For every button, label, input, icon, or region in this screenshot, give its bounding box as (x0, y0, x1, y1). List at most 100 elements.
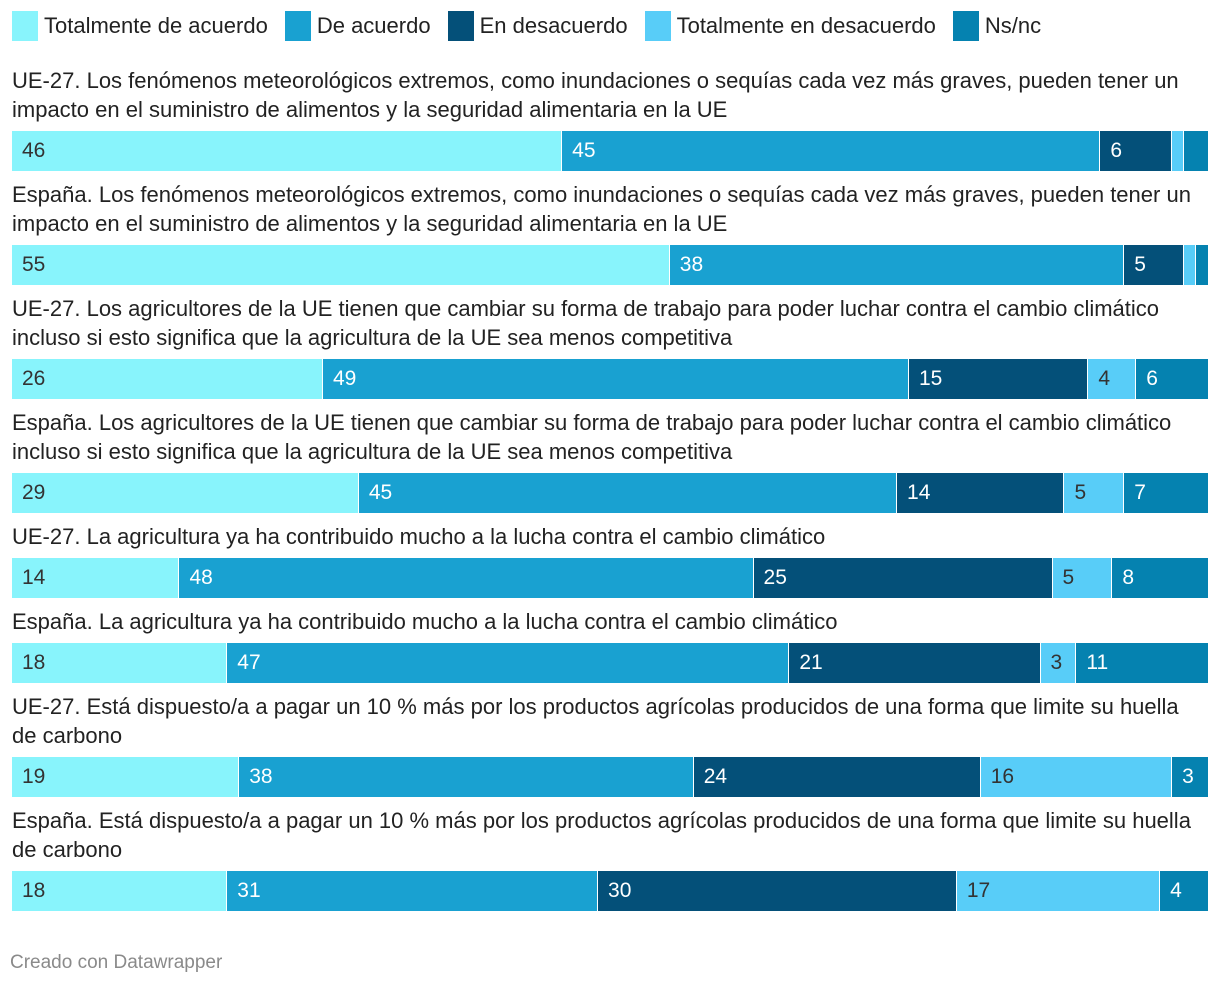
data-label: 21 (799, 651, 823, 674)
data-label: 48 (189, 566, 213, 589)
bar-segment: 31 (227, 871, 599, 911)
bar-segment: 38 (239, 757, 694, 797)
stacked-bar: 19 38 24 16 3 (12, 757, 1208, 797)
data-label: 17 (966, 879, 991, 902)
chart-row: UE-27. Los agricultores de la UE tienen … (12, 294, 1208, 399)
category-label: UE-27. Los agricultores de la UE tienen … (12, 296, 1160, 350)
bar-segment: 5 (1064, 473, 1125, 513)
data-label: 4 (1170, 879, 1182, 902)
bar-segment: 4 (1088, 359, 1137, 399)
stacked-bar: 14 48 25 5 8 (12, 558, 1208, 598)
stacked-bar-chart: UE-27. Los fenómenos meteorológicos extr… (12, 66, 1208, 920)
stacked-bar: 55 38 5 (12, 245, 1208, 285)
bar-segment: 24 (693, 757, 981, 797)
legend-swatch (12, 11, 38, 41)
bar-segment: 7 (1124, 473, 1208, 513)
data-label: 49 (332, 367, 357, 390)
chart-row: UE-27. La agricultura ya ha contribuido … (12, 522, 1208, 598)
bar-segment: 38 (669, 245, 1125, 285)
data-label: 8 (1122, 566, 1134, 589)
data-label: 4 (1098, 367, 1111, 390)
bar-segment: 30 (598, 871, 957, 911)
bar-segment: 45 (358, 473, 898, 513)
legend-item: Ns/nc (952, 11, 1042, 41)
chart-row: España. Los fenómenos meteorológicos ext… (12, 180, 1208, 285)
datawrapper-credit: Creado con Datawrapper (10, 952, 223, 973)
legend-swatch (447, 11, 474, 41)
bar-segment: 5 (1052, 558, 1113, 598)
legend-swatch (284, 11, 311, 41)
bar-segment: 18 (12, 643, 228, 683)
bar-segment: 26 (12, 359, 323, 399)
data-label: 30 (608, 879, 632, 902)
bar-segment: 48 (179, 558, 754, 598)
data-label: 25 (763, 566, 787, 589)
bar-segment: 6 (1136, 359, 1208, 399)
data-label: 5 (1062, 566, 1075, 589)
bar-segment: 11 (1076, 643, 1208, 683)
category-label: España. Los agricultores de la UE tienen… (12, 410, 1172, 464)
category-label: España. La agricultura ya ha contribuido… (12, 609, 838, 634)
data-label: 24 (703, 765, 728, 788)
chart-row: España. Está dispuesto/a a pagar un 10 %… (12, 806, 1208, 911)
bar-segment: 14 (12, 558, 180, 598)
bar-segment: 55 (12, 245, 670, 285)
legend-label: Totalmente en desacuerdo (676, 13, 936, 38)
data-label: 6 (1146, 367, 1158, 390)
chart-row: UE-27. Los fenómenos meteorológicos extr… (12, 66, 1208, 171)
data-label: 14 (907, 481, 931, 504)
chart-row: UE-27. Está dispuesto/a a pagar un 10 % … (12, 692, 1208, 797)
data-label: 29 (22, 481, 46, 504)
bar-segment (1184, 245, 1197, 285)
data-label: 38 (249, 765, 273, 788)
bar-segment: 49 (322, 359, 909, 399)
data-label: 45 (368, 481, 393, 504)
bar-segment (1196, 245, 1208, 285)
legend-label: Ns/nc (984, 13, 1042, 38)
data-label: 47 (237, 651, 261, 674)
legend-item: Totalmente en desacuerdo (644, 11, 936, 41)
legend-item: Totalmente de acuerdo (12, 11, 268, 41)
category-label: UE-27. Los fenómenos meteorológicos extr… (12, 68, 1179, 122)
category-label: UE-27. Está dispuesto/a a pagar un 10 % … (12, 694, 1179, 748)
bar-segment (1184, 131, 1208, 171)
chart-row: España. La agricultura ya ha contribuido… (12, 607, 1208, 683)
legend-item: En desacuerdo (447, 11, 628, 41)
chart-legend: Totalmente de acuerdo De acuerdo En desacu… (12, 10, 1058, 42)
bar-segment: 19 (12, 757, 240, 797)
stacked-bar: 29 45 14 5 7 (12, 473, 1208, 513)
bar-segment: 16 (980, 757, 1173, 797)
bar-segment (1172, 131, 1185, 171)
bar-segment: 3 (1040, 643, 1077, 683)
data-label: 55 (22, 253, 46, 276)
data-label: 18 (22, 879, 46, 902)
data-label: 6 (1110, 139, 1123, 162)
bar-segment: 6 (1100, 131, 1173, 171)
stacked-bar: 18 31 30 17 4 (12, 871, 1208, 911)
data-label: 26 (22, 367, 46, 390)
bar-segment: 14 (897, 473, 1065, 513)
legend-item: De acuerdo (284, 11, 431, 41)
data-label: 5 (1074, 481, 1087, 504)
data-label: 7 (1134, 481, 1146, 504)
chart-row: España. Los agricultores de la UE tienen… (12, 408, 1208, 513)
legend-swatch (952, 11, 979, 41)
bar-segment: 17 (956, 871, 1161, 911)
bar-segment: 21 (789, 643, 1041, 683)
bar-segment: 15 (908, 359, 1089, 399)
bar-segment: 8 (1112, 558, 1208, 598)
bar-segment: 3 (1172, 757, 1208, 797)
data-label: 15 (918, 367, 943, 390)
bar-segment: 46 (12, 131, 563, 171)
legend-label: Totalmente de acuerdo (44, 13, 268, 38)
data-label: 46 (22, 139, 46, 162)
data-label: 11 (1086, 651, 1109, 674)
stacked-bar: 46 45 6 (12, 131, 1208, 171)
legend-label: De acuerdo (316, 13, 431, 38)
legend-swatch (644, 11, 671, 41)
stacked-bar: 18 47 21 3 11 (12, 643, 1208, 683)
data-label: 3 (1050, 651, 1063, 674)
bar-segment: 18 (12, 871, 228, 911)
bar-segment: 45 (562, 131, 1101, 171)
data-label: 18 (22, 651, 46, 674)
